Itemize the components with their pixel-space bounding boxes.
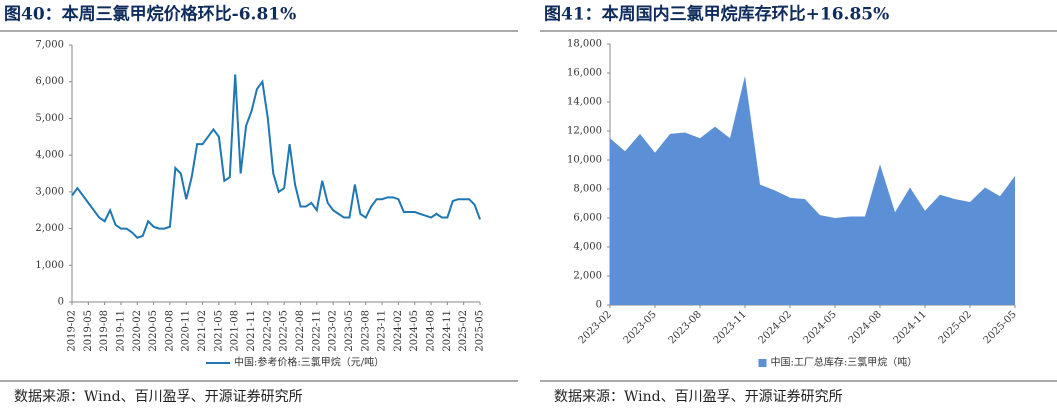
legend-swatch xyxy=(758,359,767,367)
source: 数据来源：Wind、百川盈孚、开源证券研究所 xyxy=(554,389,843,405)
x-tick-label: 2024-11 xyxy=(892,309,929,346)
x-tick-label: 2024-05 xyxy=(409,310,420,352)
y-tick-label: 6,000 xyxy=(35,76,64,87)
x-tick-label: 2024-02 xyxy=(393,310,404,352)
x-tick-label: 2023-08 xyxy=(360,310,371,352)
y-tick-label: 0 xyxy=(58,297,64,308)
y-tick-label: 4,000 xyxy=(35,150,64,161)
x-tick-label: 2019-05 xyxy=(83,310,94,352)
x-tick-label: 2020-05 xyxy=(148,310,159,352)
x-tick-label: 2024-05 xyxy=(802,309,839,346)
x-tick-label: 2025-02 xyxy=(937,309,974,346)
x-tick-label: 2025-05 xyxy=(475,310,486,352)
y-tick-label: 6,000 xyxy=(573,213,602,224)
x-tick-label: 2024-02 xyxy=(757,309,794,346)
y-tick-label: 16,000 xyxy=(567,68,602,79)
y-tick-label: 5,000 xyxy=(35,113,64,124)
x-tick-label: 2019-08 xyxy=(99,310,110,352)
x-tick-label: 2024-11 xyxy=(442,310,453,352)
source: 数据来源：Wind、百川盈孚、开源证券研究所 xyxy=(14,389,303,405)
x-tick-label: 2019-11 xyxy=(115,310,126,352)
y-tick-label: 3,000 xyxy=(35,186,64,197)
x-tick-label: 2023-05 xyxy=(622,309,659,346)
x-tick-label: 2021-05 xyxy=(213,310,224,352)
x-tick-label: 2021-02 xyxy=(197,310,208,352)
x-tick-label: 2021-11 xyxy=(246,310,257,352)
y-tick-label: 14,000 xyxy=(567,97,602,108)
chart-title: 图41：本周国内三氯甲烷库存环比+16.85% xyxy=(544,4,889,25)
y-tick-label: 2,000 xyxy=(573,271,602,282)
y-tick-label: 10,000 xyxy=(567,155,602,166)
y-tick-label: 2,000 xyxy=(35,223,64,234)
y-tick-label: 12,000 xyxy=(567,126,602,137)
y-tick-label: 0 xyxy=(596,300,602,311)
x-tick-label: 2020-11 xyxy=(181,310,192,352)
y-tick-label: 18,000 xyxy=(567,39,602,50)
x-tick-label: 2022-08 xyxy=(295,310,306,352)
x-tick-label: 2023-08 xyxy=(667,309,704,346)
x-tick-label: 2023-11 xyxy=(712,309,749,346)
y-tick-label: 4,000 xyxy=(573,242,602,253)
x-tick-label: 2023-02 xyxy=(328,310,339,352)
x-tick-label: 2020-08 xyxy=(164,310,175,352)
legend-label: 中国:参考价格:三氯甲烷（元/吨） xyxy=(234,356,384,369)
y-tick-label: 8,000 xyxy=(573,184,602,195)
y-tick-label: 7,000 xyxy=(35,40,64,51)
legend-label: 中国:工厂总库存:三氯甲烷（吨） xyxy=(771,356,918,369)
x-tick-label: 2025-05 xyxy=(982,309,1019,346)
x-tick-label: 2025-02 xyxy=(458,310,469,352)
x-tick-label: 2023-11 xyxy=(377,310,388,352)
x-tick-label: 2024-08 xyxy=(426,310,437,352)
chart-title: 图40：本周三氯甲烷价格环比-6.81% xyxy=(4,4,296,25)
x-tick-label: 2023-05 xyxy=(344,310,355,352)
x-tick-label: 2023-02 xyxy=(577,309,614,346)
y-tick-label: 1,000 xyxy=(35,260,64,271)
inventory-area xyxy=(610,75,1015,306)
price-line xyxy=(71,74,481,239)
x-tick-label: 2021-08 xyxy=(230,310,241,352)
x-tick-label: 2020-02 xyxy=(132,310,143,352)
x-tick-label: 2022-11 xyxy=(311,310,322,352)
x-tick-label: 2022-02 xyxy=(262,310,273,352)
x-tick-label: 2019-02 xyxy=(67,310,78,352)
x-tick-label: 2022-05 xyxy=(279,310,290,352)
x-tick-label: 2024-08 xyxy=(847,309,884,346)
